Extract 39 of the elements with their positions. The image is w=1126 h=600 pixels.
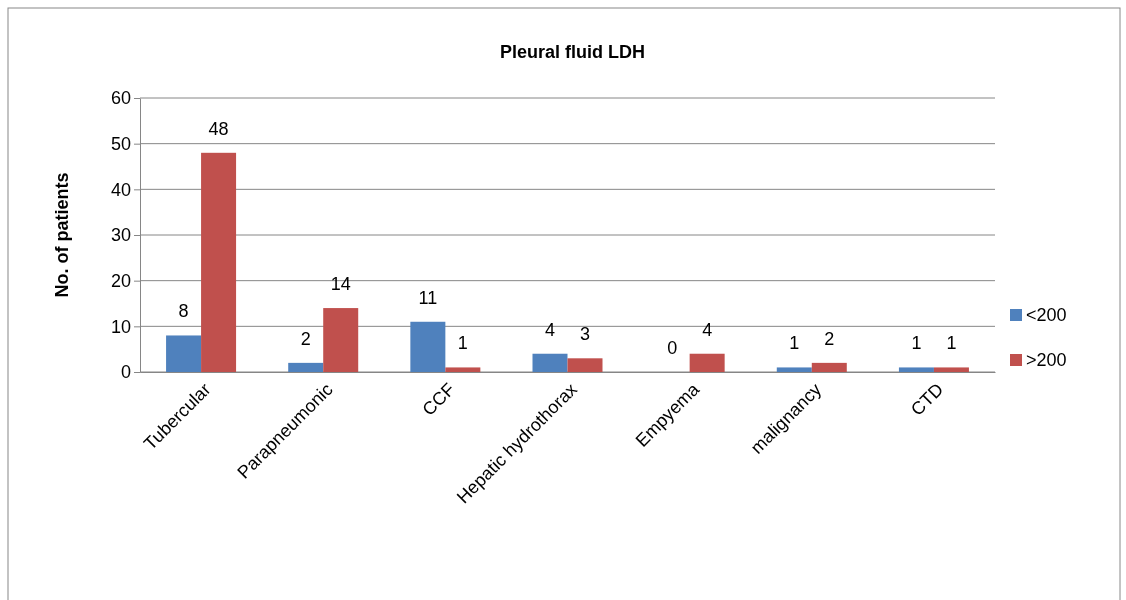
bar <box>776 367 812 372</box>
y-axis-title: No. of patients <box>52 172 72 298</box>
data-label: 4 <box>702 319 713 340</box>
bar <box>288 362 324 372</box>
x-tick-label: CTD <box>907 379 948 420</box>
data-label: 8 <box>178 301 189 322</box>
legend-label: <200 <box>1026 305 1067 326</box>
data-label: 1 <box>457 333 468 354</box>
y-tick-label: 40 <box>110 179 131 200</box>
data-label: 11 <box>418 287 438 308</box>
chart-title: Pleural fluid LDH <box>499 42 646 62</box>
bar <box>445 367 481 372</box>
data-label: 3 <box>579 324 591 345</box>
data-label: 14 <box>330 274 351 295</box>
data-label: 4 <box>544 319 556 340</box>
y-tick-label: 30 <box>110 225 131 246</box>
bar <box>532 353 568 372</box>
data-label: 1 <box>911 333 922 354</box>
bar <box>933 367 969 372</box>
bar <box>898 367 934 372</box>
bar <box>166 335 202 372</box>
legend-label: >200 <box>1026 350 1067 371</box>
data-label: 1 <box>946 333 957 354</box>
data-label: 48 <box>208 118 229 139</box>
y-tick-label: 10 <box>110 316 131 337</box>
data-label: 2 <box>300 328 311 349</box>
y-tick-label: 20 <box>110 270 131 291</box>
bar <box>323 308 359 372</box>
bar <box>201 152 237 372</box>
data-label: 0 <box>667 338 678 358</box>
data-label: 2 <box>824 328 835 349</box>
y-tick-label: 50 <box>110 133 131 154</box>
bar <box>689 353 725 372</box>
y-tick-label: 60 <box>110 88 131 109</box>
bar <box>811 362 847 372</box>
bar <box>410 321 446 372</box>
data-label: 1 <box>789 333 800 354</box>
bar <box>567 358 603 372</box>
y-tick-label: 0 <box>120 362 131 383</box>
